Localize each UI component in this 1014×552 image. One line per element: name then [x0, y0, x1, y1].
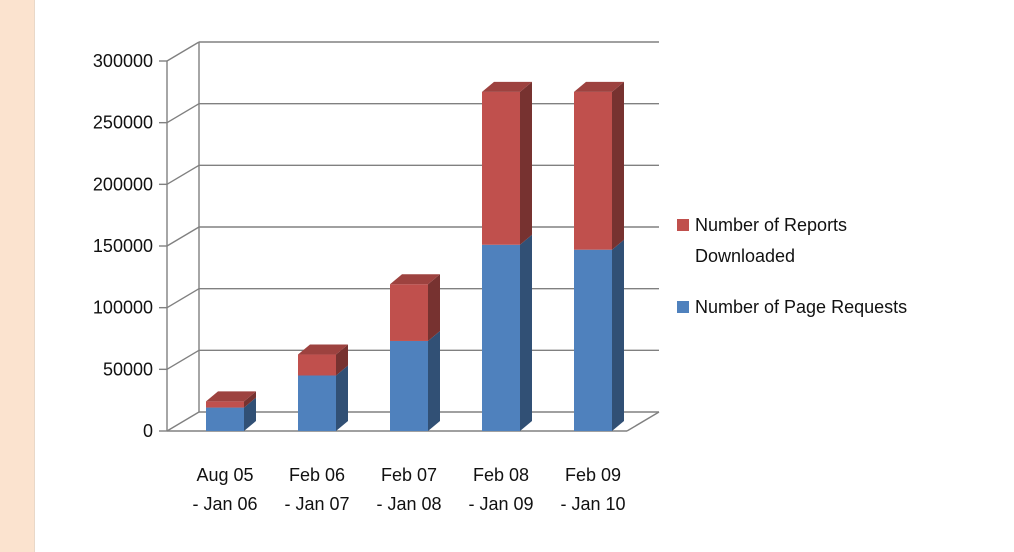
gridline-diagonal: [166, 349, 200, 370]
bar-top-face: [574, 81, 624, 92]
bar-segment: [390, 284, 428, 341]
legend-label: Number of Reports: [695, 215, 847, 235]
y-tick-label: 50000: [103, 359, 153, 379]
y-tick-label: 200000: [93, 174, 153, 194]
floor-right-edge: [626, 411, 660, 432]
bar-segment-side: [612, 239, 624, 431]
bar-segment-side: [520, 234, 532, 431]
x-tick-label: Aug 05: [196, 465, 253, 485]
bar-segment: [482, 244, 520, 431]
x-tick-label: - Jan 06: [192, 494, 257, 514]
x-tick-label: Feb 06: [289, 465, 345, 485]
y-tick-label: 250000: [93, 113, 153, 133]
bar-segment: [298, 354, 336, 376]
gridline-diagonal: [166, 411, 200, 432]
bar-top-face: [206, 391, 256, 402]
x-tick-label: Feb 09: [565, 465, 621, 485]
bar-segment-side: [428, 330, 440, 431]
x-tick-label: Feb 07: [381, 465, 437, 485]
x-tick-label: - Jan 08: [376, 494, 441, 514]
bar-top-face: [482, 81, 532, 92]
bar-segment-side: [520, 81, 532, 245]
y-tick-label: 150000: [93, 236, 153, 256]
bar-segment: [574, 91, 612, 250]
bar-segment: [206, 407, 244, 431]
bar-segment-side: [336, 365, 348, 431]
bar-segment: [390, 340, 428, 431]
x-tick-label: - Jan 09: [468, 494, 533, 514]
x-tick-label: - Jan 10: [560, 494, 625, 514]
bar-segment: [574, 249, 612, 431]
bar-segment-side: [244, 391, 256, 408]
bar-segment-side: [428, 274, 440, 341]
x-tick-label: - Jan 07: [284, 494, 349, 514]
gridline-diagonal: [166, 164, 200, 185]
bar-segment-side: [612, 81, 624, 250]
legend-swatch: [677, 219, 689, 231]
y-tick-label: 0: [143, 421, 153, 441]
bar-segment: [482, 91, 520, 245]
bar-segment-side: [336, 344, 348, 376]
y-tick-label: 300000: [93, 51, 153, 71]
bar-segment: [206, 401, 244, 408]
legend-label: Downloaded: [695, 246, 795, 266]
legend-swatch: [677, 301, 689, 313]
bar-top-face: [298, 344, 348, 355]
bar-top-face: [390, 274, 440, 285]
gridline-diagonal: [166, 103, 200, 124]
gridline-diagonal: [166, 288, 200, 309]
x-tick-label: Feb 08: [473, 465, 529, 485]
gridline-diagonal: [166, 41, 200, 62]
y-tick-label: 100000: [93, 298, 153, 318]
legend-label: Number of Page Requests: [695, 297, 907, 317]
gridline-diagonal: [166, 226, 200, 247]
bar-segment: [298, 375, 336, 431]
bar-segment-side: [244, 397, 256, 431]
